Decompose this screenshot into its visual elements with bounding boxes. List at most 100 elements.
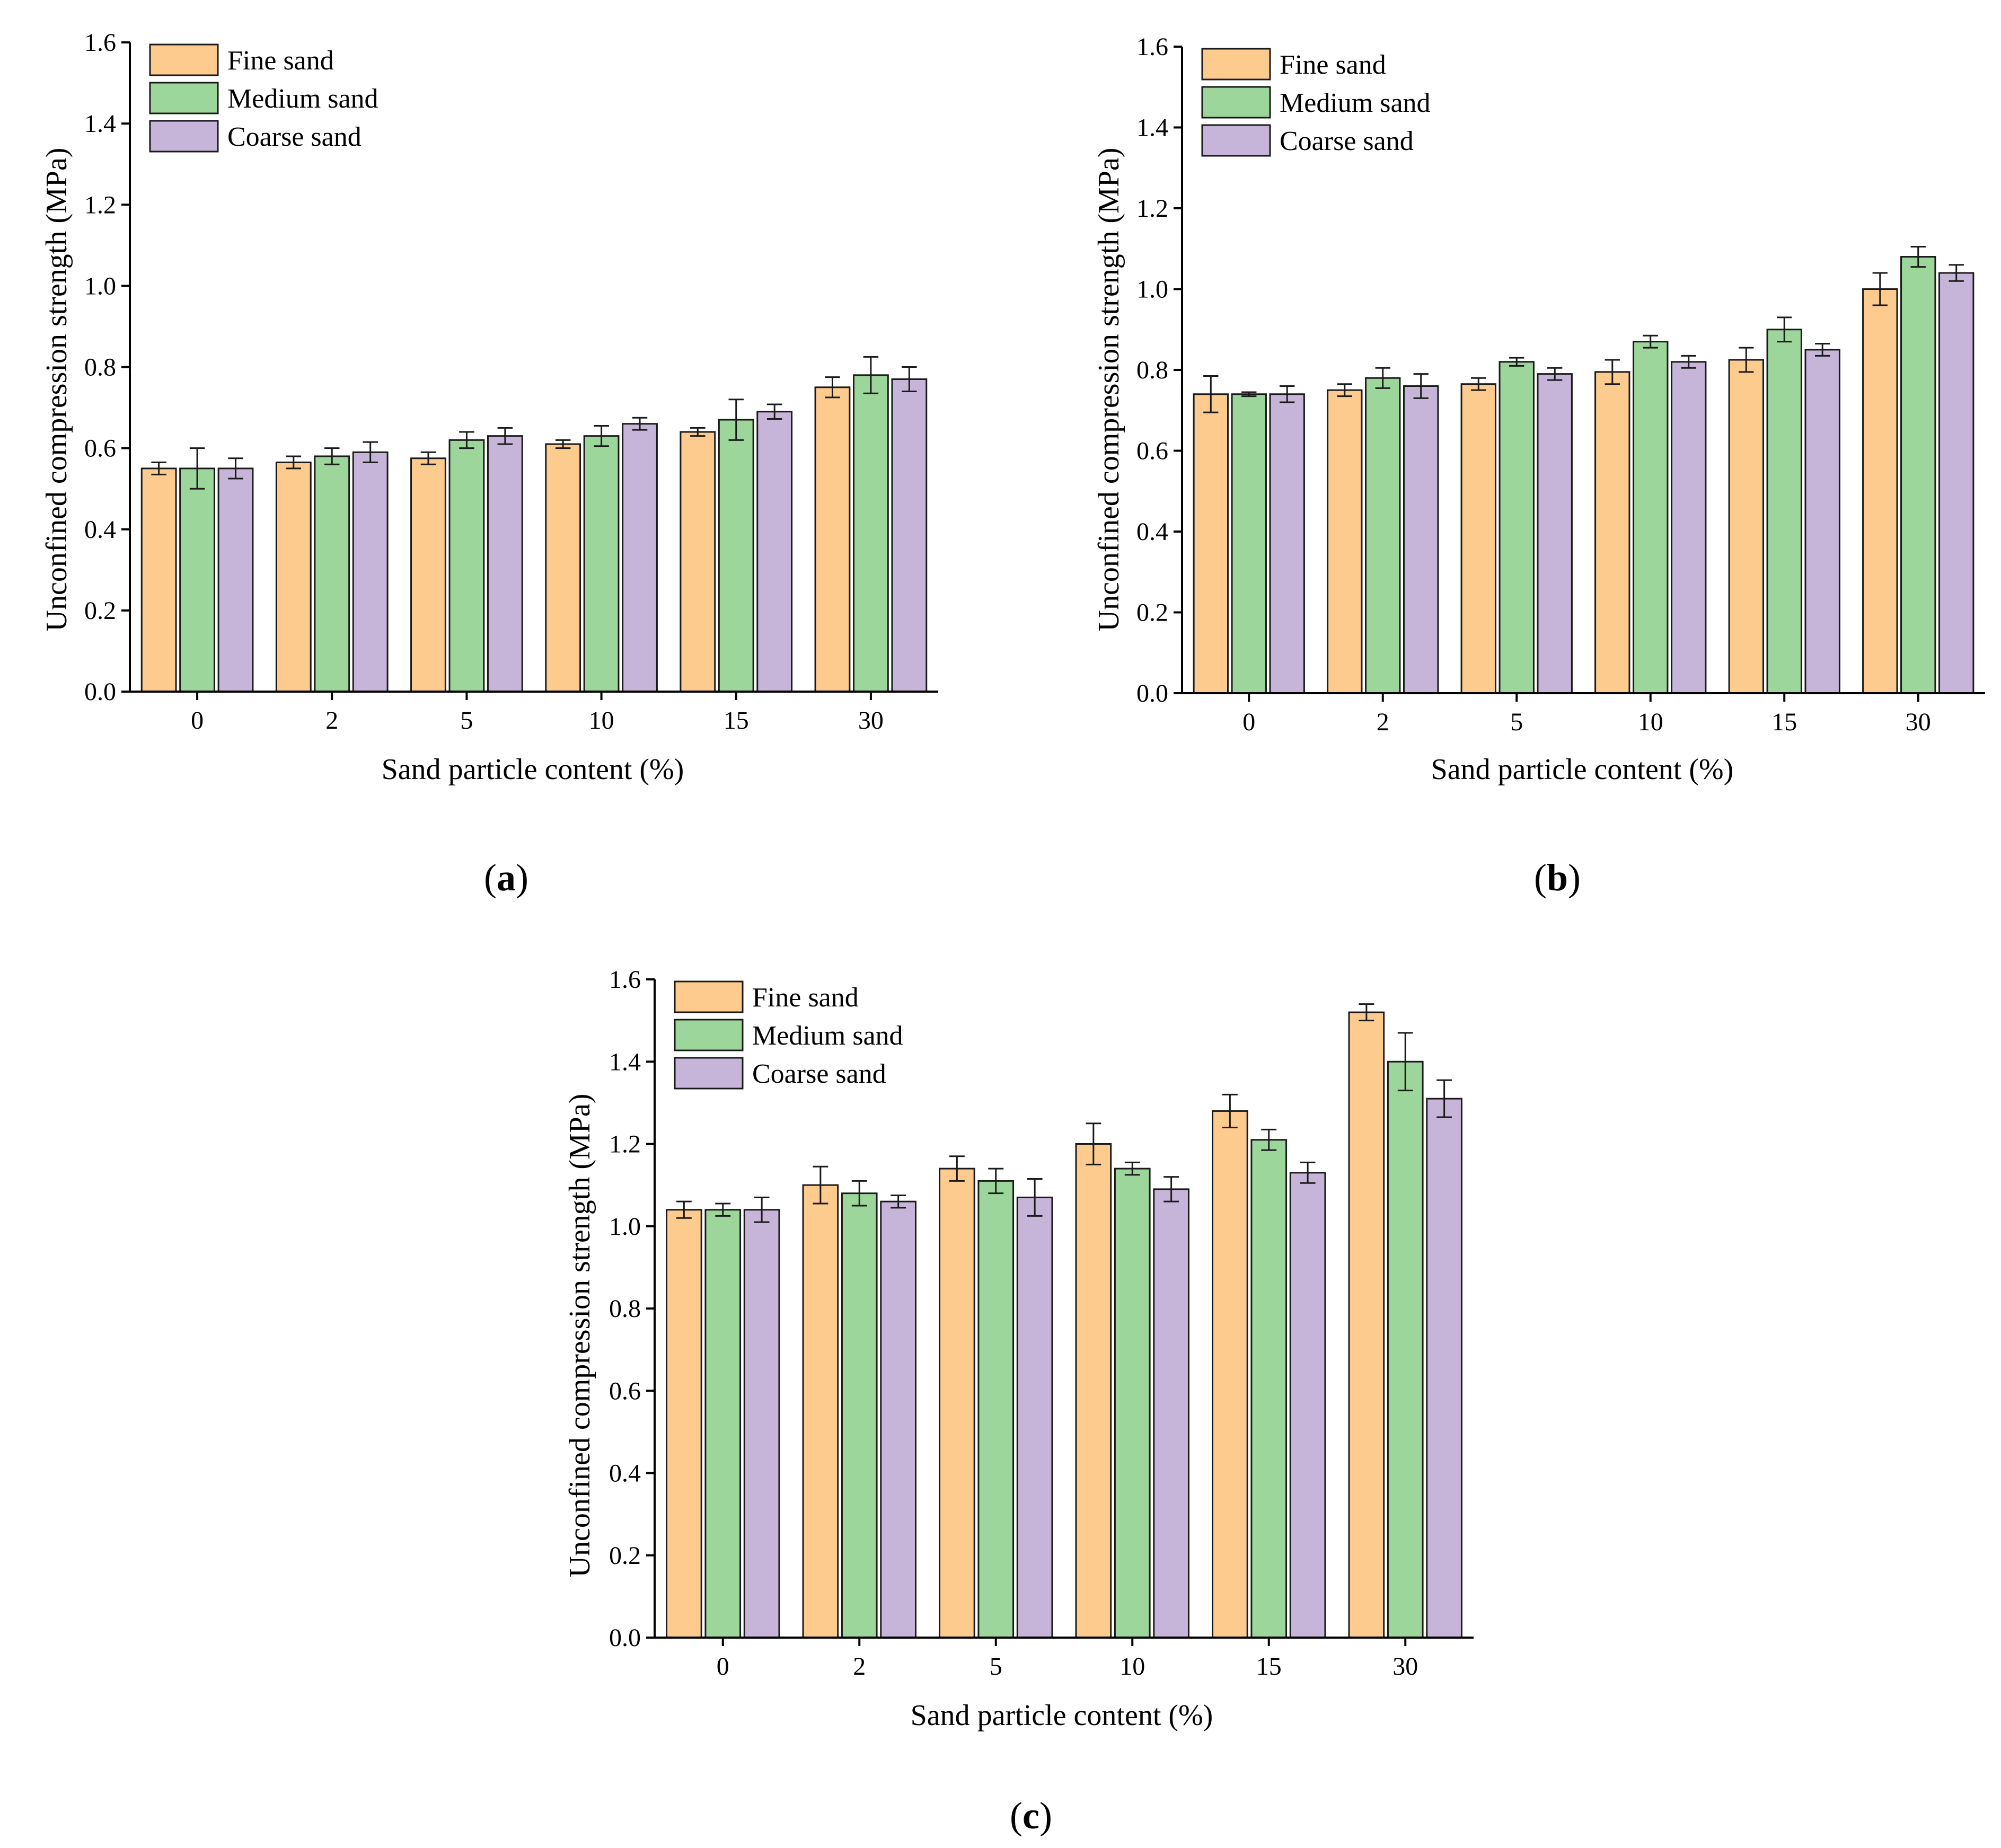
error-bar bbox=[1872, 272, 1888, 306]
error-bar bbox=[1222, 1093, 1238, 1128]
error-bar bbox=[1815, 342, 1830, 357]
legend-label: Coarse sand bbox=[1280, 126, 1414, 156]
bar bbox=[1460, 383, 1496, 694]
bar bbox=[410, 457, 446, 693]
error-bar bbox=[813, 1165, 828, 1205]
y-tick-label: 1.2 bbox=[609, 1130, 641, 1159]
error-bar bbox=[1777, 316, 1792, 343]
bar bbox=[841, 1192, 878, 1639]
y-tick-label: 0.2 bbox=[1136, 599, 1168, 627]
y-tick-label: 0.0 bbox=[609, 1624, 641, 1652]
legend-swatch bbox=[1201, 86, 1271, 119]
x-tick-label: 5 bbox=[1510, 708, 1523, 736]
bar bbox=[939, 1168, 975, 1639]
legend-swatch bbox=[674, 1019, 744, 1051]
chart-panel-c: 0.0 0.2 0.4 0.6 0.8 1.0 1.2 1.4 1.6 0 2 5 10 15 30 Fine… bbox=[563, 966, 1474, 1837]
panel-label: (c) bbox=[1010, 1794, 1052, 1837]
plot-area-a: 0.0 0.2 0.4 0.6 0.8 1.0 1.2 1.4 1.6 0 2 5 10 15 30 Fine… bbox=[84, 29, 938, 735]
legend-label: Fine sand bbox=[1280, 50, 1386, 80]
error-bar bbox=[1261, 1128, 1277, 1151]
y-tick-label: 0.6 bbox=[609, 1377, 641, 1405]
error-bar bbox=[1509, 357, 1524, 367]
x-tick-label: 10 bbox=[1119, 1652, 1145, 1681]
x-tick-label: 5 bbox=[990, 1652, 1002, 1681]
error-bar bbox=[1739, 347, 1754, 373]
error-bar bbox=[594, 425, 609, 447]
y-tick-label: 0.2 bbox=[609, 1542, 641, 1570]
error-bar bbox=[1471, 377, 1486, 391]
bar bbox=[1212, 1110, 1248, 1639]
x-tick-label: 0 bbox=[717, 1652, 729, 1681]
y-tick-label: 0.8 bbox=[1136, 356, 1168, 384]
bar bbox=[1327, 389, 1363, 694]
bar bbox=[743, 1209, 780, 1639]
bar bbox=[140, 467, 177, 693]
error-bar bbox=[1241, 391, 1257, 397]
error-bar bbox=[1163, 1176, 1179, 1202]
y-tick-label: 1.6 bbox=[84, 29, 116, 57]
y-tick-label: 1.2 bbox=[1136, 194, 1168, 223]
error-bar bbox=[1605, 359, 1620, 385]
bar bbox=[1633, 341, 1669, 694]
x-tick-label: 30 bbox=[1906, 708, 1931, 736]
error-bar bbox=[825, 376, 840, 399]
error-bar bbox=[1359, 1003, 1374, 1022]
legend-swatch bbox=[674, 1057, 744, 1090]
chart-panel-a: 0.0 0.2 0.4 0.6 0.8 1.0 1.2 1.4 1.6 0 2 5 10 15 30 Fine… bbox=[40, 29, 938, 899]
legend-swatch bbox=[1201, 124, 1271, 157]
x-tick-label: 0 bbox=[1242, 708, 1255, 736]
bar bbox=[1193, 393, 1229, 694]
error-bar bbox=[1436, 1079, 1452, 1118]
error-bar bbox=[754, 1196, 770, 1223]
y-tick-label: 0.0 bbox=[1136, 679, 1168, 708]
bar bbox=[352, 451, 389, 693]
error-bar bbox=[555, 439, 571, 449]
legend-label: Fine sand bbox=[227, 46, 334, 76]
y-tick-label: 0.8 bbox=[609, 1295, 641, 1323]
y-tick-label: 0.6 bbox=[84, 435, 116, 463]
bar bbox=[1114, 1168, 1151, 1639]
x-axis-title: Sand particle content (%) bbox=[1431, 753, 1734, 786]
y-tick-label: 1.4 bbox=[1136, 114, 1168, 142]
error-bar bbox=[497, 427, 513, 445]
bar bbox=[680, 431, 716, 693]
panel-label: (a) bbox=[484, 856, 528, 899]
bar bbox=[1231, 393, 1267, 694]
bar bbox=[1250, 1139, 1288, 1639]
y-tick-label: 1.2 bbox=[84, 191, 116, 219]
y-tick-label: 1.6 bbox=[1136, 33, 1168, 61]
y-tick-label: 1.4 bbox=[609, 1048, 641, 1076]
x-axis-title: Sand particle content (%) bbox=[911, 1699, 1213, 1732]
legend-label: Medium sand bbox=[1280, 88, 1431, 118]
y-tick-label: 0.6 bbox=[1136, 437, 1168, 465]
bar bbox=[1766, 329, 1802, 694]
y-tick-label: 0.4 bbox=[1136, 518, 1168, 546]
bar bbox=[1348, 1011, 1385, 1639]
legend-swatch bbox=[149, 82, 219, 114]
bar bbox=[583, 435, 620, 693]
bar bbox=[487, 435, 523, 693]
error-bar bbox=[1413, 373, 1429, 399]
error-bar bbox=[863, 356, 879, 394]
error-bar bbox=[1397, 1032, 1413, 1092]
error-bar bbox=[1910, 245, 1926, 268]
error-bar bbox=[1643, 334, 1658, 349]
x-tick-label: 10 bbox=[589, 706, 614, 735]
error-bar bbox=[363, 441, 378, 463]
x-tick-label: 15 bbox=[724, 706, 749, 735]
x-tick-label: 15 bbox=[1256, 1652, 1282, 1681]
bar bbox=[756, 411, 793, 693]
y-tick-label: 1.0 bbox=[1136, 276, 1168, 304]
y-tick-label: 1.0 bbox=[84, 272, 116, 300]
bar bbox=[179, 467, 215, 693]
legend-swatch bbox=[149, 120, 219, 153]
y-tick-label: 0.4 bbox=[84, 516, 116, 544]
bar bbox=[1498, 361, 1535, 694]
error-bar bbox=[1086, 1122, 1101, 1165]
error-bar bbox=[851, 1180, 867, 1207]
error-bar bbox=[1949, 264, 1964, 282]
x-tick-label: 2 bbox=[853, 1652, 866, 1681]
legend-swatch bbox=[674, 980, 744, 1013]
error-bar bbox=[1300, 1161, 1316, 1184]
